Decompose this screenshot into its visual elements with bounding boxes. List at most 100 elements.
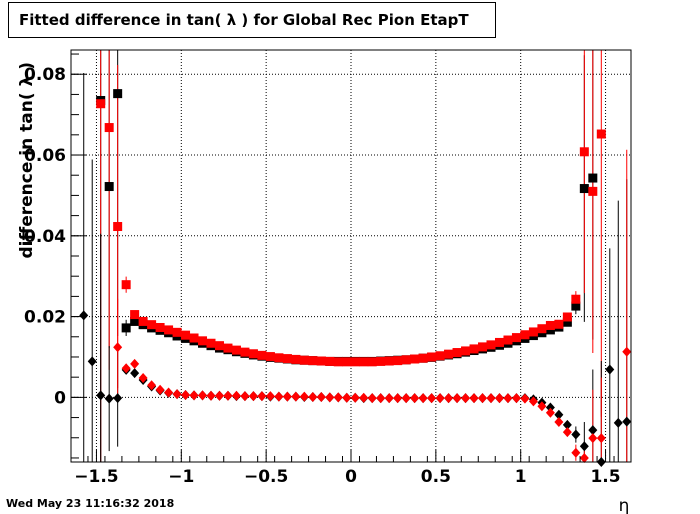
data-point-square — [588, 173, 598, 183]
data-point-square — [571, 294, 581, 304]
data-point-square — [461, 346, 471, 356]
data-point-square — [596, 129, 606, 139]
data-point-square — [418, 353, 428, 363]
data-point-square — [172, 327, 182, 337]
data-point-diamond — [316, 391, 326, 402]
data-point-diamond — [401, 393, 411, 404]
data-point-diamond — [130, 358, 140, 369]
data-point-square — [265, 352, 275, 362]
x-tick-label: 0 — [345, 467, 357, 487]
data-point-square — [562, 317, 572, 327]
data-point-diamond — [87, 356, 97, 367]
data-point-diamond — [478, 393, 488, 404]
data-point-square — [113, 222, 123, 232]
data-point-square — [299, 355, 309, 365]
data-point-diamond — [554, 417, 564, 428]
data-point-diamond — [248, 391, 258, 402]
data-point-square — [104, 123, 114, 133]
data-point-diamond — [350, 392, 360, 403]
data-point-diamond — [223, 390, 233, 401]
x-tick-label: −1 — [168, 467, 194, 487]
data-point-diamond — [588, 425, 598, 436]
x-axis-label: η — [619, 496, 630, 514]
data-point-square — [206, 338, 216, 348]
data-point-square — [444, 349, 454, 359]
data-point-diamond — [198, 390, 208, 401]
data-point-square — [376, 356, 386, 366]
data-point-diamond — [528, 396, 538, 407]
y-tick-label: 0.04 — [24, 227, 66, 247]
data-point-diamond — [427, 393, 437, 404]
data-point-diamond — [367, 393, 377, 404]
data-point-diamond — [291, 391, 301, 402]
data-point-diamond — [537, 401, 547, 412]
data-point-diamond — [206, 390, 216, 401]
data-point-square — [282, 354, 292, 364]
data-point-diamond — [562, 427, 572, 438]
x-tick-label: 1 — [515, 467, 527, 487]
data-point-diamond — [214, 390, 224, 401]
data-point-diamond — [435, 393, 445, 404]
data-point-diamond — [554, 409, 564, 420]
data-point-square — [121, 280, 131, 290]
data-point-square — [520, 330, 530, 340]
data-point-square — [164, 325, 174, 335]
data-point-square — [537, 324, 547, 334]
data-point-diamond — [511, 393, 521, 404]
data-point-square — [503, 335, 513, 345]
data-point-square — [410, 354, 420, 364]
x-tick-label: 1.5 — [590, 467, 620, 487]
data-point-square — [96, 99, 106, 109]
data-point-square — [384, 356, 394, 366]
data-point-diamond — [121, 363, 131, 374]
data-point-square — [350, 357, 360, 367]
data-point-square — [231, 345, 241, 355]
data-point-diamond — [545, 407, 555, 418]
data-point-square — [248, 349, 258, 359]
data-point-diamond — [588, 433, 598, 444]
data-point-diamond — [571, 447, 581, 458]
data-point-square — [494, 337, 504, 347]
data-point-diamond — [452, 393, 462, 404]
data-point-square — [257, 350, 267, 360]
data-point-diamond — [342, 392, 352, 403]
y-axis-label: difference in tan( λ ) — [17, 62, 37, 259]
data-point-square — [401, 355, 411, 365]
data-point-square — [325, 356, 335, 366]
data-point-square — [121, 323, 131, 333]
data-point-square — [333, 357, 343, 367]
data-point-square — [427, 352, 437, 362]
data-point-diamond — [282, 391, 292, 402]
data-point-diamond — [494, 393, 504, 404]
data-point-diamond — [410, 393, 420, 404]
data-point-diamond — [461, 393, 471, 404]
grid — [71, 50, 631, 462]
y-axis: 0 0.02 0.04 0.06 0.08 — [24, 53, 87, 459]
data-point-diamond — [138, 372, 148, 383]
data-point-square — [562, 312, 572, 322]
data-point-square — [181, 330, 191, 340]
data-point-diamond — [469, 393, 479, 404]
data-point-diamond — [605, 364, 615, 375]
data-point-square — [291, 354, 301, 364]
data-point-square — [316, 356, 326, 366]
data-point-diamond — [562, 419, 572, 430]
data-point-square — [579, 147, 589, 157]
data-point-square — [571, 301, 581, 311]
data-point-square — [435, 351, 445, 361]
data-point-square — [147, 320, 157, 330]
data-point-diamond — [113, 342, 123, 353]
data-point-diamond — [240, 391, 250, 402]
data-point-square — [452, 348, 462, 358]
data-point-square — [478, 342, 488, 352]
data-point-square — [240, 347, 250, 357]
data-point-diamond — [579, 441, 589, 452]
data-point-square — [579, 184, 589, 194]
data-point-diamond — [418, 393, 428, 404]
x-tick-label: −0.5 — [244, 467, 288, 487]
plot-frame — [70, 49, 632, 463]
data-point-diamond — [265, 391, 275, 402]
data-point-diamond — [231, 390, 241, 401]
data-point-square — [189, 333, 199, 343]
data-point-diamond — [622, 346, 632, 357]
